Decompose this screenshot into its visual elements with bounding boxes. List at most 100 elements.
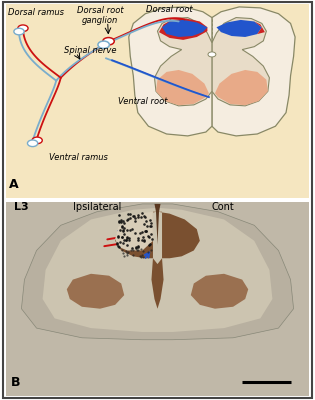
Point (121, 227, 126, 234)
Point (123, 237, 128, 244)
Point (127, 214, 132, 221)
Point (124, 235, 129, 242)
Point (139, 210, 144, 216)
Point (124, 236, 129, 243)
Point (117, 239, 123, 245)
Point (148, 223, 153, 229)
Polygon shape (159, 18, 207, 40)
Point (142, 236, 147, 243)
Text: Ventral root: Ventral root (117, 96, 167, 106)
Point (134, 245, 139, 252)
Point (127, 227, 132, 234)
Point (131, 246, 136, 253)
Point (119, 246, 124, 253)
Point (148, 246, 153, 253)
Circle shape (27, 140, 38, 146)
Point (135, 243, 140, 250)
Point (138, 230, 143, 236)
Point (116, 232, 121, 239)
Point (141, 221, 146, 228)
Point (121, 231, 126, 237)
Point (121, 228, 126, 234)
Point (123, 248, 128, 254)
Polygon shape (43, 208, 272, 332)
Point (139, 246, 144, 252)
Polygon shape (212, 7, 295, 136)
Text: Dorsal root
ganglion: Dorsal root ganglion (77, 6, 123, 25)
Polygon shape (156, 70, 209, 105)
Polygon shape (158, 212, 200, 258)
Text: Ipsilateral: Ipsilateral (73, 202, 121, 212)
Point (145, 222, 150, 229)
Point (130, 252, 135, 258)
Text: Ventral ramus: Ventral ramus (49, 153, 107, 162)
Point (118, 219, 123, 226)
Text: A: A (9, 178, 19, 191)
Point (126, 210, 131, 217)
Point (139, 252, 144, 258)
Point (135, 237, 140, 244)
Point (117, 227, 122, 233)
Point (114, 240, 119, 246)
Text: L3: L3 (14, 202, 28, 212)
Point (120, 234, 125, 240)
Polygon shape (254, 22, 265, 34)
Text: Dorsal ramus: Dorsal ramus (8, 8, 64, 17)
Point (141, 213, 146, 219)
Point (148, 216, 153, 223)
Point (119, 224, 124, 230)
Point (143, 227, 148, 234)
Point (120, 240, 125, 246)
Point (121, 220, 126, 226)
Polygon shape (129, 7, 212, 136)
Point (127, 237, 132, 243)
Point (136, 246, 141, 253)
Point (137, 253, 142, 259)
Point (135, 214, 140, 220)
Polygon shape (154, 204, 161, 245)
Polygon shape (115, 212, 153, 250)
Point (136, 244, 141, 251)
Point (147, 234, 152, 240)
Point (143, 228, 148, 234)
Polygon shape (154, 18, 212, 106)
Circle shape (18, 25, 28, 32)
Point (120, 234, 125, 240)
Circle shape (208, 52, 216, 57)
Point (116, 242, 121, 249)
Point (127, 234, 132, 241)
Polygon shape (152, 258, 163, 309)
Point (119, 222, 124, 229)
Point (135, 246, 140, 253)
Point (140, 254, 145, 260)
Point (139, 254, 144, 260)
Point (147, 241, 152, 248)
Point (122, 225, 127, 232)
Point (117, 218, 122, 224)
Circle shape (14, 28, 24, 35)
Point (125, 216, 130, 223)
Point (130, 226, 135, 232)
Point (146, 242, 152, 248)
Point (143, 228, 148, 234)
Point (129, 244, 135, 251)
Text: Spinal nerve: Spinal nerve (64, 46, 116, 55)
Point (125, 250, 130, 256)
Point (117, 244, 122, 250)
Point (140, 234, 145, 240)
Text: Dorsal root: Dorsal root (146, 5, 193, 14)
Polygon shape (216, 20, 262, 37)
Point (122, 252, 127, 259)
Point (140, 237, 145, 243)
Point (120, 250, 125, 256)
Point (126, 249, 131, 255)
Point (140, 248, 146, 254)
Polygon shape (115, 212, 158, 258)
Circle shape (103, 38, 114, 45)
Circle shape (98, 41, 109, 48)
Point (132, 218, 137, 225)
Point (129, 247, 134, 254)
Point (145, 249, 150, 255)
Polygon shape (162, 20, 207, 37)
Polygon shape (67, 274, 124, 309)
